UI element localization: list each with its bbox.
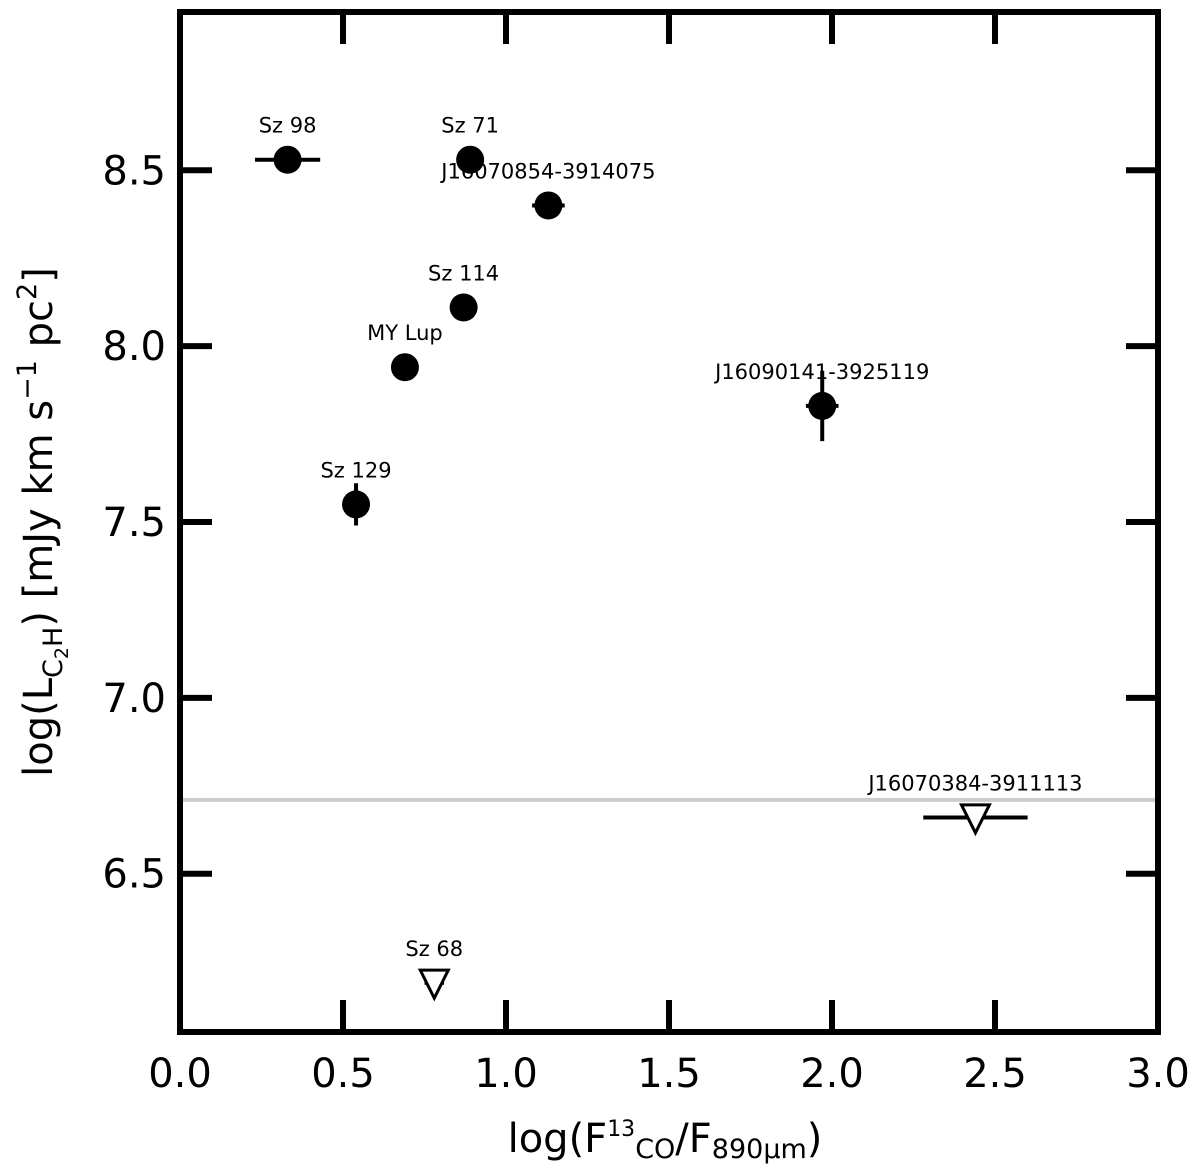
y-axis-title: log(LC2H) [mJy km s−1 pc2]	[12, 267, 73, 777]
point-label: Sz 129	[320, 458, 391, 482]
data-point	[456, 145, 485, 174]
point-label: J16090141-3925119	[713, 360, 929, 384]
x-tick-label: 0.5	[311, 1051, 375, 1097]
point-label: Sz 68	[405, 937, 463, 961]
point-label: Sz 71	[441, 114, 499, 138]
data-point	[449, 293, 478, 322]
x-axis-title: log(F13CO/F890μm)	[508, 1116, 823, 1165]
point-label: Sz 98	[259, 114, 317, 138]
y-tick-label: 6.5	[102, 852, 166, 898]
upper-limit-marker	[959, 803, 992, 837]
data-point	[390, 353, 419, 382]
x-tick-label: 2.0	[800, 1051, 864, 1097]
data-point	[808, 391, 837, 420]
tick-layer: 0.0 0.5 1.0 1.5 2.0 2.5 3.0 6.5 7.0 7.5 8.0 8.5	[102, 12, 1190, 1097]
plot-frame	[177, 9, 1161, 1035]
upper-limit-marker	[417, 968, 451, 1002]
x-tick-label: 3.0	[1126, 1051, 1190, 1097]
point-layer: Sz 98 Sz 71 J16070854-3914075 Sz 114 MY Lup J…	[254, 114, 1083, 1002]
point-label: J16070384-3911113	[866, 771, 1082, 795]
x-tick-label: 0.0	[148, 1051, 212, 1097]
y-tick-label: 8.0	[102, 324, 166, 370]
point-label: MY Lup	[367, 321, 443, 345]
data-point	[273, 145, 302, 174]
point-label: Sz 114	[428, 261, 499, 285]
point-label: J16070854-3914075	[439, 159, 655, 183]
x-tick-label: 2.5	[963, 1051, 1027, 1097]
y-tick-label: 7.5	[102, 500, 166, 546]
y-tick-label: 8.5	[102, 148, 166, 194]
y-tick-label: 7.0	[102, 676, 166, 722]
data-point	[534, 191, 563, 220]
x-tick-label: 1.5	[637, 1051, 701, 1097]
data-point	[342, 490, 371, 519]
x-tick-label: 1.0	[474, 1051, 538, 1097]
